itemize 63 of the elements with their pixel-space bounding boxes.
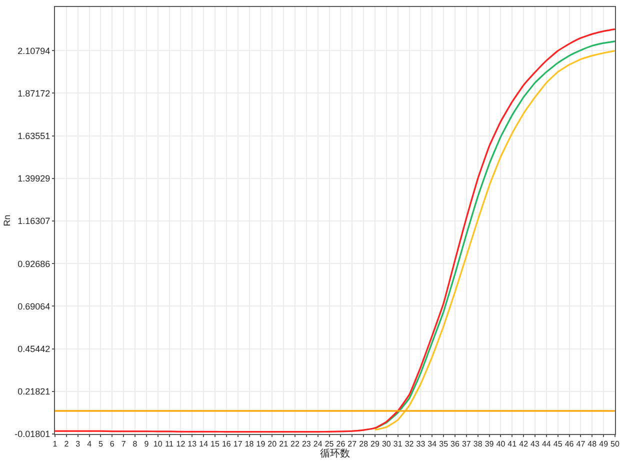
x-tick-label: 41	[508, 440, 518, 449]
x-tick-label: 33	[416, 440, 426, 449]
x-tick-label: 45	[553, 440, 563, 449]
x-tick-label: 24	[313, 440, 323, 449]
x-tick-label: 32	[404, 440, 414, 449]
y-tick-label: 1.63551	[18, 130, 50, 141]
x-tick-label: 34	[428, 440, 438, 449]
x-tick-label: 11	[165, 440, 174, 449]
x-tick-label: 27	[348, 440, 358, 449]
x-tick-label: 8	[132, 440, 138, 449]
y-tick-label: 1.16307	[18, 216, 50, 226]
x-tick-label: 16	[222, 440, 232, 449]
y-tick-label: 0.45442	[18, 344, 50, 354]
x-tick-label: 17	[233, 440, 243, 449]
x-tick-label: 43	[530, 440, 540, 449]
x-tick-label: 4	[87, 440, 92, 449]
x-tick-label: 9	[144, 440, 150, 449]
x-tick-label: 26	[336, 440, 346, 449]
x-tick-label: 12	[176, 440, 186, 449]
y-tick-label: 0.92686	[18, 258, 50, 269]
x-tick-label: 50	[610, 440, 620, 449]
x-tick-label: 40	[496, 440, 506, 449]
x-tick-label: 7	[121, 440, 126, 449]
x-tick-label: 6	[110, 440, 115, 449]
x-axis-title: 循环数	[320, 448, 350, 460]
x-tick-label: 42	[519, 440, 529, 449]
x-tick-label: 37	[462, 440, 472, 449]
line-series	[55, 28, 615, 433]
x-tick-label: 25	[324, 440, 334, 449]
x-tick-label: 29	[370, 440, 380, 449]
x-tick-label: 22	[290, 440, 300, 449]
y-tick-label: 1.39929	[18, 174, 50, 184]
x-tick-label: 3	[76, 440, 81, 449]
x-tick-label: 36	[450, 440, 460, 449]
y-axis-title: Rn	[2, 214, 12, 226]
x-tick-label: 23	[302, 440, 312, 449]
y-tick-label: 1.87172	[18, 88, 50, 98]
x-tick-label: 28	[359, 440, 369, 449]
x-tick-label: 21	[279, 440, 289, 449]
y-tick-label: 0.21821	[18, 386, 50, 397]
x-tick-label: 14	[199, 440, 209, 449]
x-tick-label: 46	[564, 440, 574, 449]
x-tick-label: 48	[588, 440, 598, 449]
x-tick-label: 1	[52, 440, 58, 449]
y-tick-label: -0.01801	[14, 429, 50, 440]
x-tick-label: 30	[382, 440, 392, 449]
x-tick-label: 18	[244, 440, 254, 449]
x-tick-label: 35	[439, 440, 449, 449]
x-tick-label: 31	[393, 440, 403, 449]
x-tick-label: 44	[542, 440, 552, 449]
y-tick-label: 0.69064	[18, 301, 50, 312]
x-tick-label: 38	[473, 440, 483, 449]
x-tick-label: 39	[484, 440, 494, 449]
x-tick-label: 47	[576, 440, 586, 449]
x-tick-label: 49	[599, 440, 609, 449]
x-tick-label: 2	[64, 440, 70, 449]
x-tick-label: 20	[268, 440, 278, 449]
x-tick-label: 15	[210, 440, 220, 449]
x-tick-label: 5	[98, 440, 104, 449]
y-tick-label: 2.10794	[18, 46, 50, 56]
x-tick-label: 10	[153, 440, 163, 449]
x-tick-label: 19	[256, 440, 266, 449]
x-tick-label: 13	[188, 440, 198, 449]
